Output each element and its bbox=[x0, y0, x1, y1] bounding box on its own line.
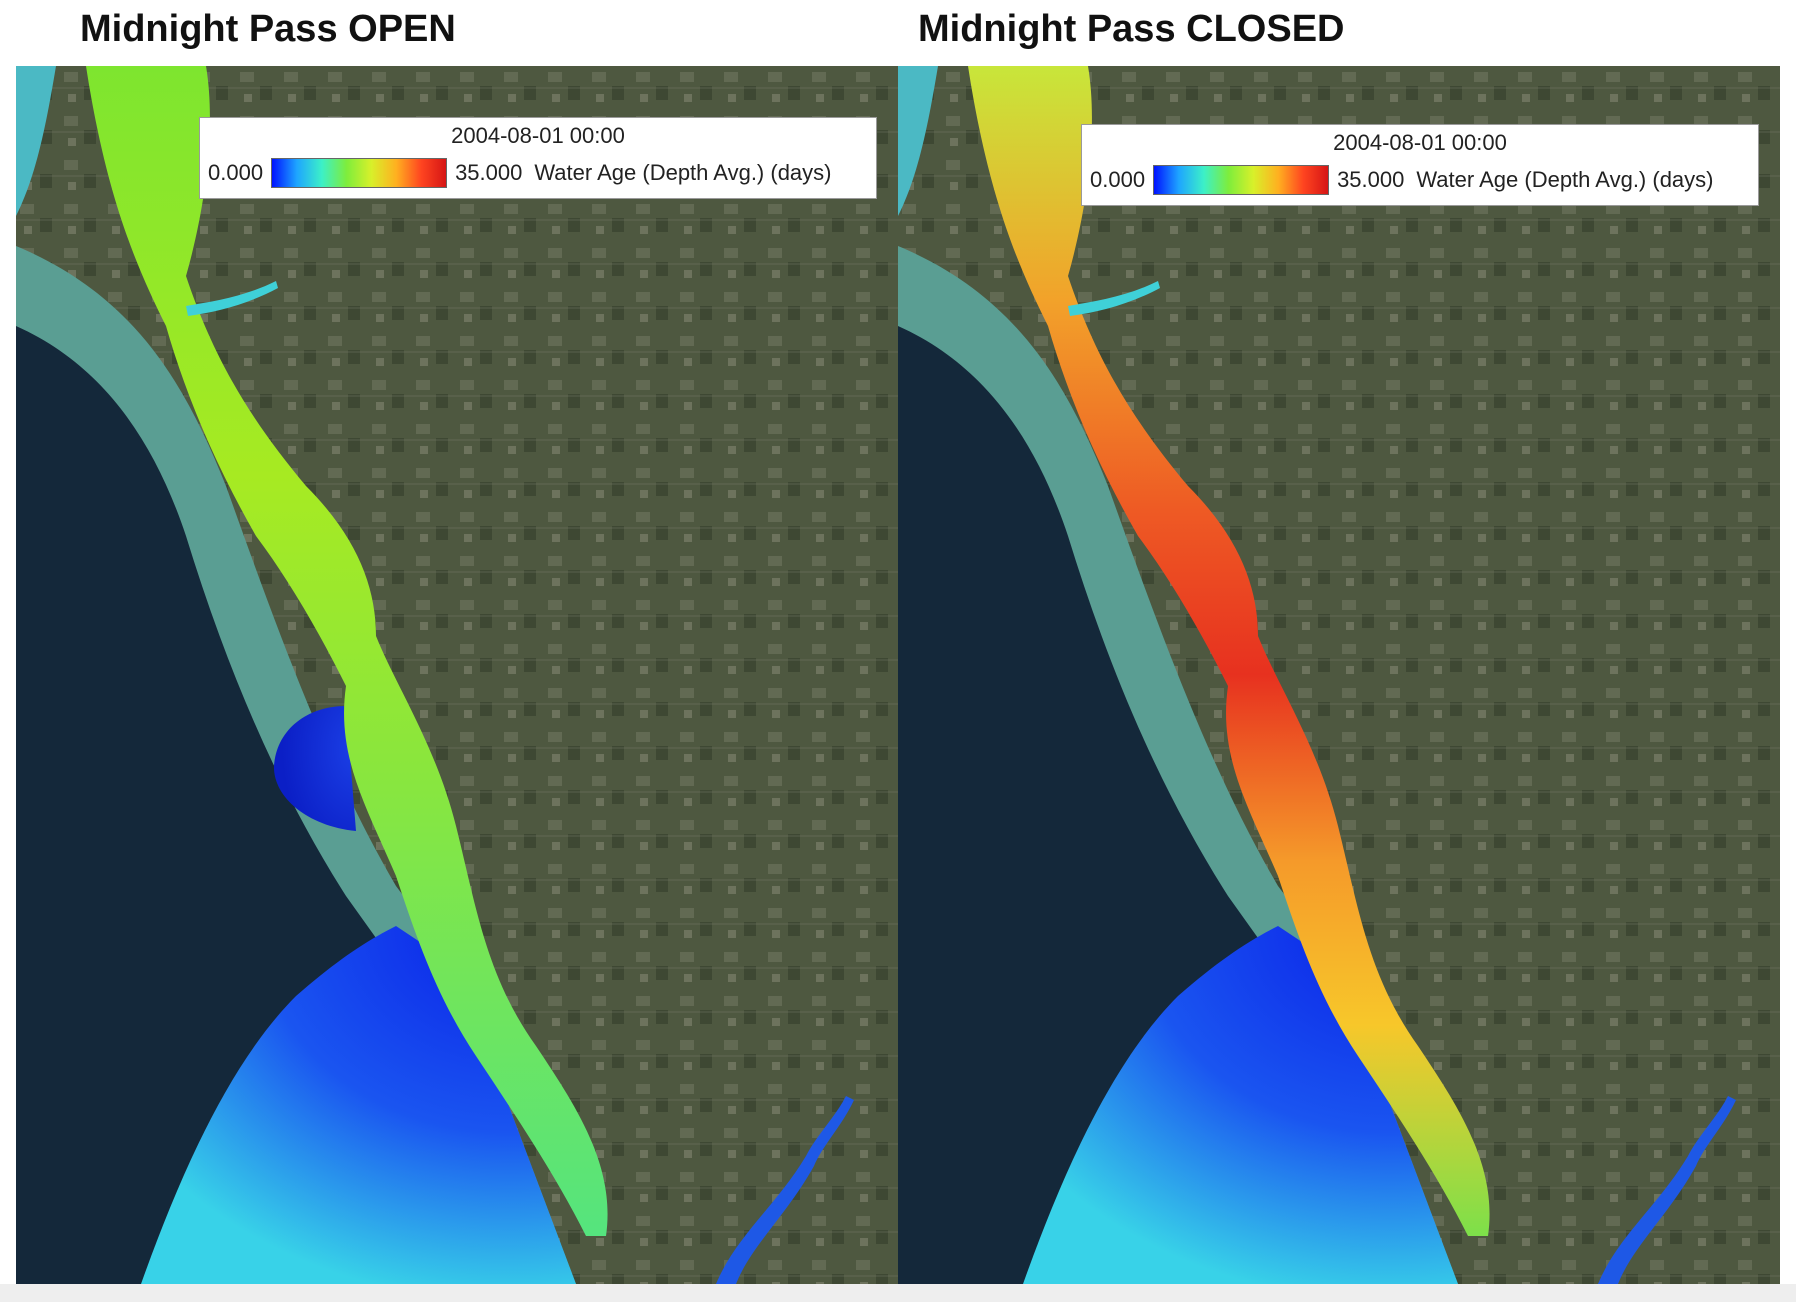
panel-title-closed: Midnight Pass CLOSED bbox=[918, 8, 1345, 50]
sarasota-bay-northwest bbox=[16, 66, 56, 216]
map-open-canvas bbox=[16, 66, 898, 1284]
north-tributary bbox=[186, 281, 278, 316]
legend-max-label: 35.000 bbox=[455, 160, 523, 185]
legend-min-label: 0.000 bbox=[1090, 167, 1146, 192]
panel-title-open: Midnight Pass OPEN bbox=[80, 8, 456, 50]
south-creek bbox=[716, 1096, 854, 1284]
legend-open: 2004-08-01 00:00 0.000 35.000 Water Age … bbox=[199, 117, 877, 199]
bay-water-age-field bbox=[86, 66, 608, 1236]
legend-timestamp: 2004-08-01 00:00 bbox=[451, 123, 625, 148]
south-creek bbox=[1598, 1096, 1736, 1284]
colorbar bbox=[1153, 165, 1330, 195]
midnight-pass-inlet-plume bbox=[273, 706, 356, 831]
map-open[interactable] bbox=[16, 66, 898, 1284]
north-tributary bbox=[1068, 281, 1160, 316]
sarasota-bay-northwest bbox=[898, 66, 938, 216]
legend-max-label: 35.000 bbox=[1337, 167, 1405, 192]
map-closed[interactable] bbox=[898, 66, 1780, 1284]
map-closed-canvas bbox=[898, 66, 1780, 1284]
legend-variable-label: Water Age (Depth Avg.) (days) bbox=[1416, 167, 1714, 192]
bay-water-age-field bbox=[968, 66, 1490, 1236]
bottom-strip bbox=[0, 1284, 1796, 1302]
legend-timestamp: 2004-08-01 00:00 bbox=[1333, 130, 1507, 155]
legend-min-label: 0.000 bbox=[208, 160, 264, 185]
legend-variable-label: Water Age (Depth Avg.) (days) bbox=[534, 160, 832, 185]
legend-closed: 2004-08-01 00:00 0.000 35.000 Water Age … bbox=[1081, 124, 1759, 206]
colorbar bbox=[271, 158, 448, 188]
